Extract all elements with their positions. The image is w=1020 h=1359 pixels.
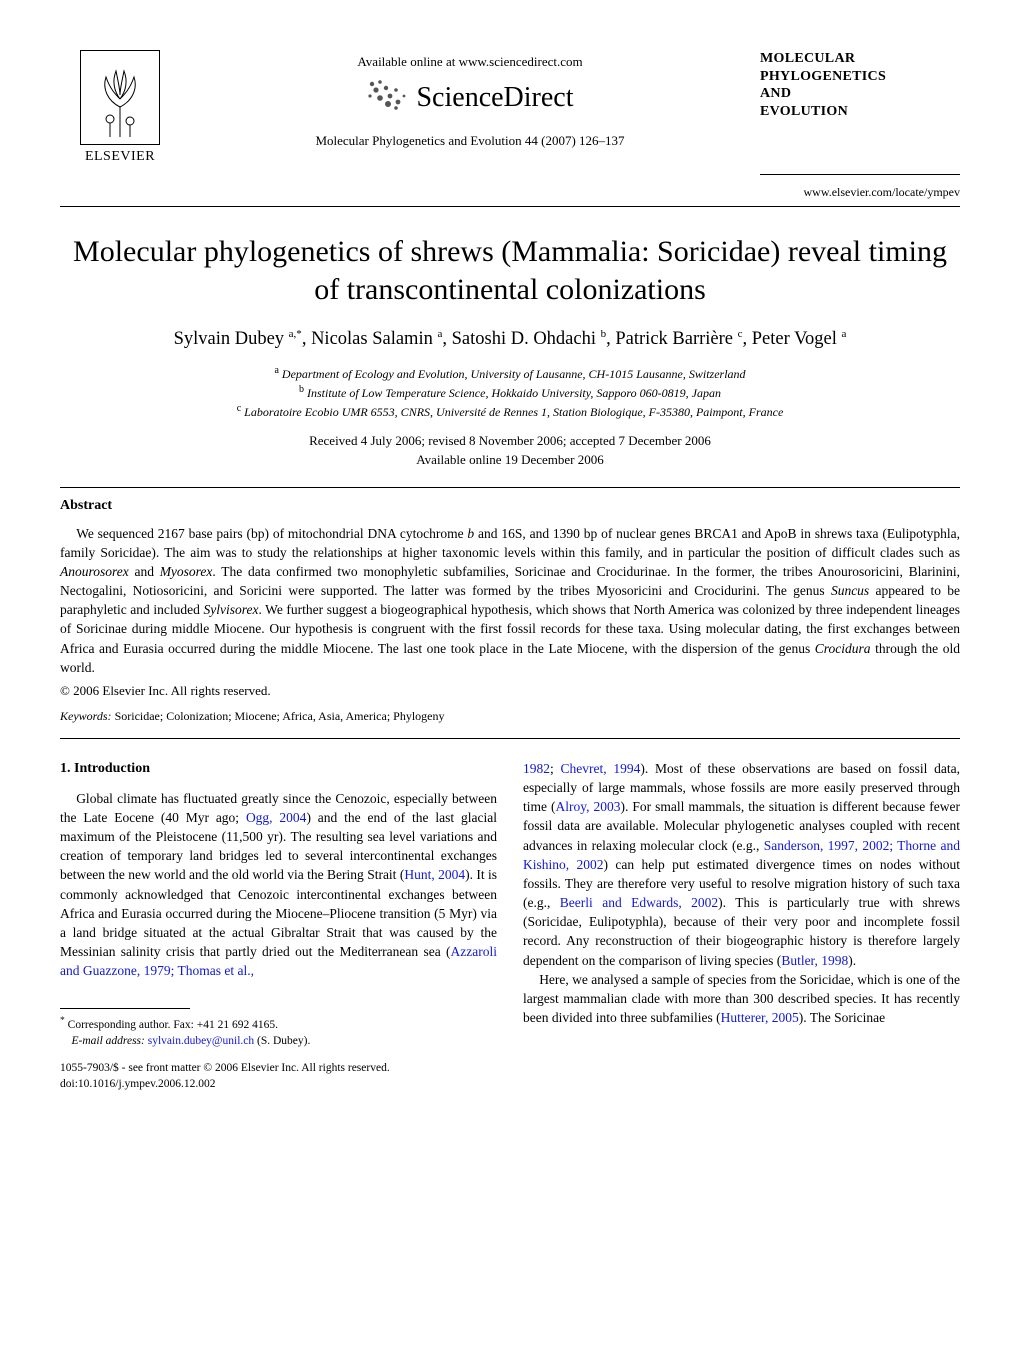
journal-name-line: MOLECULAR [760, 50, 960, 68]
publisher-block: ELSEVIER [60, 50, 180, 165]
divider [60, 738, 960, 739]
article-title: Molecular phylogenetics of shrews (Mamma… [60, 233, 960, 310]
intro-paragraph-cont: 1982; Chevret, 1994). Most of these obse… [523, 759, 960, 970]
corresponding-author: * Corresponding author. Fax: +41 21 692 … [60, 1015, 497, 1033]
front-matter-line: 1055-7903/$ - see front matter © 2006 El… [60, 1061, 497, 1077]
article-dates: Received 4 July 2006; revised 8 November… [60, 432, 960, 468]
journal-url[interactable]: www.elsevier.com/locate/ympev [760, 185, 960, 200]
doi-block: 1055-7903/$ - see front matter © 2006 El… [60, 1061, 497, 1092]
keywords-label: Keywords: [60, 709, 112, 723]
journal-name-line: PHYLOGENETICS [760, 68, 960, 86]
dates-online: Available online 19 December 2006 [60, 451, 960, 469]
keywords-value: Soricidae; Colonization; Miocene; Africa… [115, 709, 445, 723]
divider [760, 174, 960, 175]
intro-paragraph-2: Here, we analysed a sample of species fr… [523, 970, 960, 1027]
page-header: ELSEVIER Available online at www.science… [60, 50, 960, 200]
journal-reference: Molecular Phylogenetics and Evolution 44… [180, 133, 760, 149]
affiliation-a: a Department of Ecology and Evolution, U… [60, 364, 960, 383]
header-center: Available online at www.sciencedirect.co… [180, 50, 760, 149]
corresponding-email: E-mail address: sylvain.dubey@unil.ch (S… [60, 1034, 497, 1050]
publisher-name: ELSEVIER [85, 149, 155, 165]
email-suffix: (S. Dubey). [257, 1035, 310, 1047]
footnotes: * Corresponding author. Fax: +41 21 692 … [60, 1008, 497, 1049]
abstract-body: We sequenced 2167 base pairs (bp) of mit… [60, 524, 960, 677]
divider [60, 206, 960, 207]
journal-block: MOLECULAR PHYLOGENETICS AND EVOLUTION ww… [760, 50, 960, 200]
elsevier-tree-icon [80, 50, 160, 145]
introduction-heading: 1. Introduction [60, 759, 497, 779]
author-list: Sylvain Dubey a,*, Nicolas Salamin a, Sa… [60, 328, 960, 350]
footnotes-rule [60, 1008, 190, 1009]
affiliations: a Department of Ecology and Evolution, U… [60, 364, 960, 420]
intro-paragraph: Global climate has fluctuated greatly si… [60, 789, 497, 981]
email-label: E-mail address: [72, 1035, 145, 1047]
elsevier-logo: ELSEVIER [60, 50, 180, 165]
available-online-text: Available online at www.sciencedirect.co… [180, 54, 760, 70]
abstract-heading: Abstract [60, 498, 960, 514]
column-right: 1982; Chevret, 1994). Most of these obse… [523, 759, 960, 1092]
column-left: 1. Introduction Global climate has fluct… [60, 759, 497, 1092]
keywords: Keywords: Soricidae; Colonization; Mioce… [60, 709, 960, 724]
divider [60, 487, 960, 488]
journal-name-line: AND [760, 85, 960, 103]
abstract-copyright: © 2006 Elsevier Inc. All rights reserved… [60, 683, 960, 699]
affiliation-b: b Institute of Low Temperature Science, … [60, 383, 960, 402]
sciencedirect-icon [366, 78, 410, 117]
sciencedirect-text: ScienceDirect [416, 82, 573, 114]
body-columns: 1. Introduction Global climate has fluct… [60, 759, 960, 1092]
doi-line: doi:10.1016/j.ympev.2006.12.002 [60, 1077, 497, 1093]
email-link[interactable]: sylvain.dubey@unil.ch [148, 1035, 254, 1047]
journal-name: MOLECULAR PHYLOGENETICS AND EVOLUTION [760, 50, 960, 120]
dates-received: Received 4 July 2006; revised 8 November… [60, 432, 960, 450]
sciencedirect-logo: ScienceDirect [180, 78, 760, 117]
journal-name-line: EVOLUTION [760, 103, 960, 121]
affiliation-c: c Laboratoire Ecobio UMR 6553, CNRS, Uni… [60, 402, 960, 421]
